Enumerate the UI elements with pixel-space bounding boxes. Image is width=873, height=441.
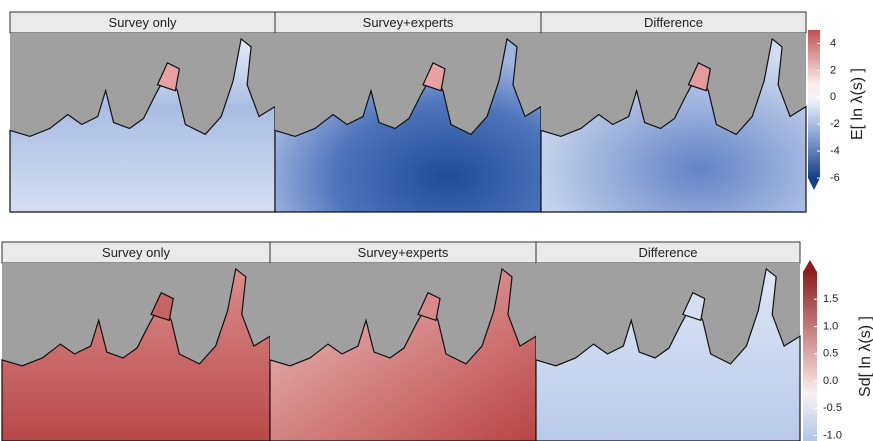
colorbar-tick-label: 4 [830, 37, 836, 49]
panel-title: Survey+experts [358, 245, 449, 260]
colorbar-tick-label: 0 [830, 91, 836, 103]
colorbar-tick-label: 1.0 [823, 320, 838, 332]
colorbar-label: Sd[ ln λ(s) ] [857, 316, 873, 397]
colorbar-tick-label: 1.5 [823, 293, 838, 305]
panel-title: Difference [644, 15, 703, 30]
colorbar-arrow [808, 178, 820, 190]
colorbar [808, 30, 820, 178]
figure: Survey only Survey+experts Difference 4 2 0 -2… [0, 0, 873, 441]
colorbar-arrow [803, 260, 817, 272]
panel-title: Difference [638, 245, 697, 260]
colorbar-tick-label: -1.0 [823, 429, 842, 441]
panel-title: Survey only [109, 15, 177, 30]
colorbar-tick-label: 0.0 [823, 375, 838, 387]
colorbar-tick-label: 2 [830, 64, 836, 76]
colorbar-tick-label: 0.5 [823, 348, 838, 360]
panel-title: Survey+experts [363, 15, 454, 30]
colorbar-tick-label: -0.5 [823, 402, 842, 414]
colorbar-tick-label: -4 [830, 145, 840, 157]
colorbar-tick-label: -6 [830, 172, 840, 184]
panel-title: Survey only [102, 245, 170, 260]
colorbar [803, 272, 817, 441]
colorbar-label: E[ ln λ(s) ] [849, 68, 866, 140]
colorbar-tick-label: -2 [830, 118, 840, 130]
